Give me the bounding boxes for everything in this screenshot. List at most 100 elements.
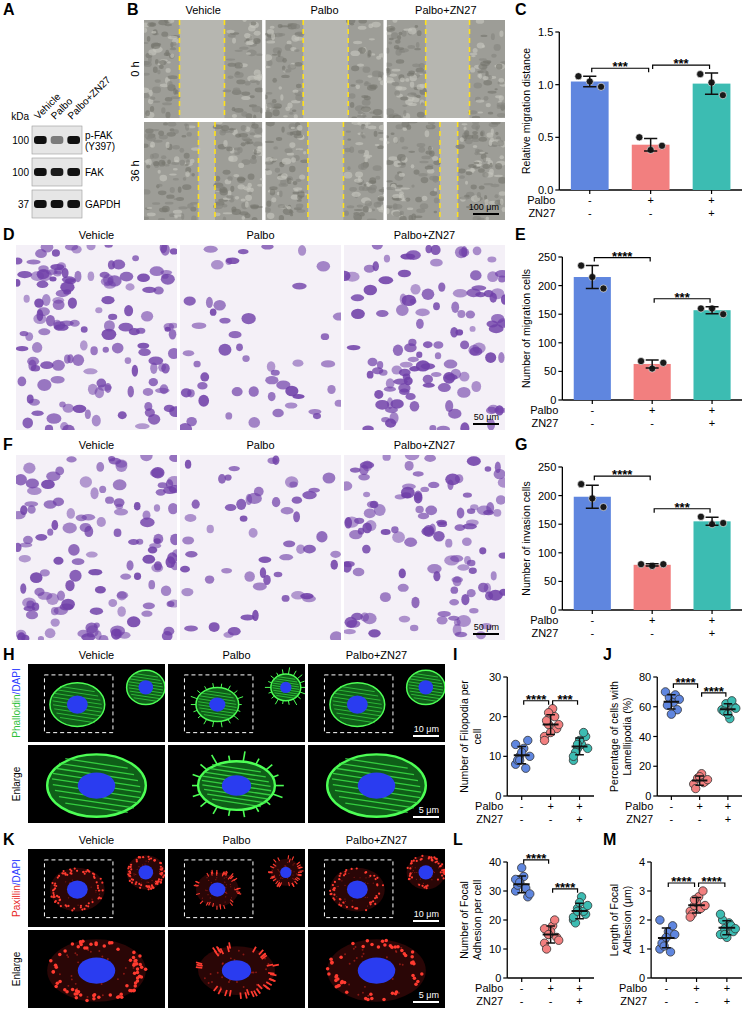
stain-label: Phalloidin/DAPI bbox=[11, 668, 22, 738]
focal-adhesion bbox=[136, 860, 138, 862]
cell-texture bbox=[153, 161, 159, 166]
stained-cell bbox=[28, 359, 36, 371]
paxillin-speckle bbox=[133, 873, 134, 874]
cell-texture bbox=[357, 204, 363, 207]
cell-texture bbox=[400, 188, 410, 190]
cell-texture bbox=[174, 156, 179, 163]
cell-texture bbox=[486, 103, 491, 107]
stained-cell bbox=[117, 592, 128, 599]
cell-texture bbox=[285, 148, 293, 153]
stained-cell bbox=[57, 262, 66, 270]
cell-texture bbox=[497, 102, 505, 107]
cell-texture bbox=[364, 157, 367, 162]
focal-adhesion bbox=[60, 905, 62, 907]
stained-cell bbox=[470, 347, 483, 356]
stained-cell bbox=[38, 636, 44, 640]
cell-texture bbox=[380, 80, 384, 85]
cell-texture bbox=[170, 53, 174, 58]
cell-texture bbox=[394, 91, 400, 96]
cell-texture bbox=[480, 131, 484, 136]
stained-cell bbox=[345, 272, 360, 282]
cell-texture bbox=[414, 48, 421, 50]
nucleus bbox=[419, 680, 434, 694]
focal-adhesion bbox=[71, 909, 73, 911]
stained-cell bbox=[53, 271, 61, 277]
stained-cell bbox=[114, 508, 128, 515]
wound-edge bbox=[425, 20, 427, 118]
cell-texture bbox=[291, 157, 296, 162]
paxillin-speckle bbox=[95, 891, 96, 892]
stained-cell bbox=[84, 526, 93, 537]
stained-cell bbox=[108, 314, 117, 320]
focal-adhesion bbox=[159, 862, 161, 864]
image-background bbox=[387, 20, 505, 118]
blot-band bbox=[67, 136, 80, 144]
cell-texture bbox=[243, 20, 247, 22]
nucleus bbox=[209, 697, 225, 711]
stained-cell bbox=[449, 599, 459, 606]
stress-fiber bbox=[414, 673, 438, 677]
stained-cell bbox=[459, 248, 470, 257]
focal-adhesion bbox=[131, 882, 133, 884]
cell-texture bbox=[361, 124, 364, 130]
focal-adhesion bbox=[59, 899, 61, 901]
stained-cell bbox=[399, 616, 410, 623]
stained-cell bbox=[160, 384, 169, 394]
wound-area bbox=[440, 122, 458, 220]
focal-adhesion bbox=[97, 887, 99, 889]
cell-texture bbox=[363, 67, 371, 73]
stained-cell bbox=[142, 555, 155, 564]
stained-cell bbox=[261, 245, 273, 250]
filopodium bbox=[212, 683, 214, 688]
stain-name: /DAPI bbox=[11, 859, 22, 885]
cell-texture bbox=[235, 196, 240, 200]
focal-adhesion bbox=[62, 872, 64, 874]
filopodium bbox=[212, 721, 214, 727]
cell-texture bbox=[395, 39, 400, 43]
stained-cell bbox=[381, 529, 391, 535]
cell-texture bbox=[159, 65, 164, 69]
stained-cell bbox=[141, 311, 153, 321]
cell-texture bbox=[250, 158, 257, 164]
cell-texture bbox=[476, 100, 485, 103]
cell-texture bbox=[400, 78, 405, 83]
stained-cell bbox=[404, 538, 417, 547]
cell-texture bbox=[489, 140, 492, 146]
stained-cell bbox=[455, 524, 466, 531]
cell-texture bbox=[417, 112, 425, 118]
cell-body bbox=[330, 683, 385, 727]
cell-texture bbox=[491, 122, 500, 125]
cell-texture bbox=[415, 197, 422, 203]
stained-cell bbox=[321, 333, 329, 340]
stained-cell bbox=[444, 555, 459, 565]
cell-body bbox=[47, 754, 146, 816]
stained-cell bbox=[34, 298, 44, 307]
cell-texture bbox=[253, 76, 262, 79]
cell-texture bbox=[158, 218, 165, 220]
cell-texture bbox=[425, 130, 430, 137]
stained-cell bbox=[56, 290, 69, 297]
filopodium bbox=[198, 716, 201, 718]
cell-texture bbox=[270, 189, 275, 195]
cell-texture bbox=[288, 205, 292, 209]
cell-texture bbox=[255, 88, 263, 93]
image-background bbox=[16, 455, 177, 640]
stained-cell bbox=[435, 352, 441, 359]
stained-cell bbox=[154, 287, 164, 295]
stained-cell bbox=[392, 366, 402, 375]
focal-adhesion bbox=[96, 881, 98, 883]
stained-cell bbox=[455, 474, 463, 483]
stained-cell bbox=[470, 326, 476, 332]
wound-area bbox=[303, 20, 348, 118]
cell-texture bbox=[378, 77, 381, 81]
stained-cell bbox=[496, 495, 505, 504]
cell-texture bbox=[226, 147, 233, 152]
stained-cell bbox=[143, 388, 153, 396]
stained-cell bbox=[433, 341, 443, 349]
stained-cell bbox=[351, 309, 365, 319]
blot-band bbox=[51, 136, 64, 144]
paxillin-speckle bbox=[148, 861, 149, 862]
stained-cell bbox=[416, 319, 424, 329]
stained-cell bbox=[185, 514, 197, 522]
cell-body bbox=[196, 688, 239, 722]
